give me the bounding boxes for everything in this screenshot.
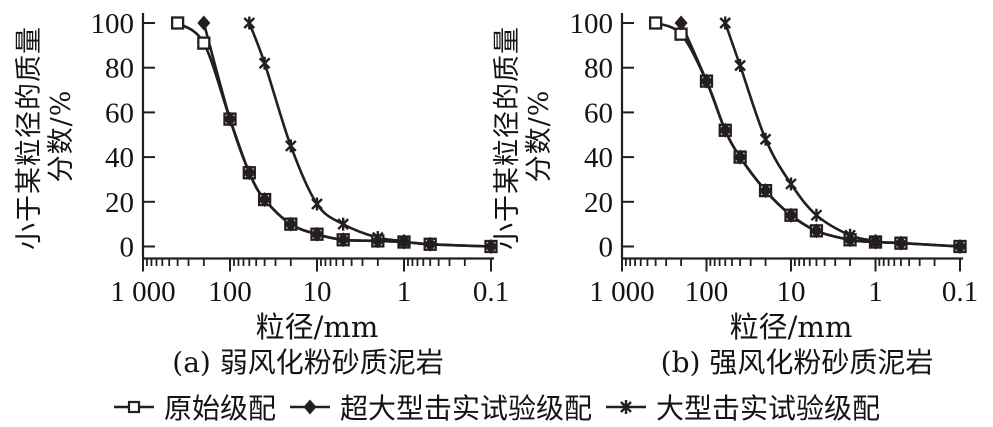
legend-item: 原始级配 bbox=[113, 387, 276, 427]
marker-star bbox=[734, 58, 746, 72]
marker-filled-diamond bbox=[718, 122, 732, 138]
marker-star bbox=[311, 197, 323, 211]
legend-item: 超大型击实试验级配 bbox=[289, 387, 592, 427]
y-axis-label-b-line1: 小于某粒径的质量 bbox=[492, 26, 523, 250]
marker-filled-diamond bbox=[759, 183, 773, 199]
y-tick-label: 0 bbox=[599, 232, 614, 264]
marker-filled-diamond bbox=[894, 235, 908, 251]
legend-marker-filled-diamond-icon bbox=[289, 399, 330, 415]
marker-star bbox=[258, 56, 271, 70]
series-line bbox=[655, 21, 961, 248]
marker-filled-diamond bbox=[674, 15, 688, 31]
x-axis-label-b: 粒径/mm bbox=[729, 310, 853, 344]
legend-item-label: 原始级配 bbox=[163, 392, 276, 425]
y-tick-label: 20 bbox=[584, 187, 613, 219]
marker-filled-diamond bbox=[242, 165, 256, 181]
marker-filled-diamond bbox=[733, 149, 747, 165]
marker-filled-diamond bbox=[197, 15, 211, 31]
series-line bbox=[724, 22, 876, 243]
x-axis-label-a: 粒径/mm bbox=[255, 310, 379, 344]
marker-filled-diamond bbox=[809, 223, 823, 239]
marker-filled-diamond bbox=[310, 226, 324, 242]
legend-item: 大型击实试验级配 bbox=[605, 387, 880, 427]
y-tick-label: 80 bbox=[584, 53, 613, 85]
plot-a: 0 20 40 60 80 100 1 000 100 10 1 0.1 bbox=[91, 8, 510, 308]
caption-b: (b) 强风化粉砂质泥岩 bbox=[660, 346, 934, 379]
plot-b: 0 20 40 60 80 100 1 000 100 10 1 0.1 bbox=[570, 8, 979, 308]
y-tick-label: 80 bbox=[105, 53, 134, 85]
marker-star bbox=[869, 234, 882, 248]
marker-star bbox=[785, 177, 797, 191]
legend: 原始级配 超大型击实试验级配 大型击实试验级配 bbox=[0, 387, 993, 427]
legend-item-label: 大型击实试验级配 bbox=[656, 392, 881, 425]
marker-filled-diamond bbox=[258, 192, 272, 208]
y-axis-label-a-line1: 小于某粒径的质量 bbox=[14, 26, 45, 250]
y-tick-label: 20 bbox=[105, 187, 134, 219]
x-tick-label: 0.1 bbox=[473, 276, 509, 308]
marker-open-square bbox=[197, 36, 211, 50]
legend-item-label: 超大型击实试验级配 bbox=[339, 392, 592, 425]
marker-filled-diamond bbox=[284, 216, 298, 232]
marker-star bbox=[810, 208, 823, 222]
y-tick-label: 40 bbox=[584, 142, 613, 174]
x-tick-label: 100 bbox=[208, 276, 252, 308]
caption-a: (a) 弱风化粉砂质泥岩 bbox=[172, 346, 444, 379]
x-tick-label: 1 bbox=[868, 276, 883, 308]
marker-star bbox=[719, 16, 732, 30]
series-line bbox=[176, 21, 492, 248]
series-line bbox=[202, 22, 492, 248]
x-tick-label: 100 bbox=[685, 276, 729, 308]
marker-star bbox=[243, 16, 256, 30]
legend-marker-open-square-icon bbox=[113, 400, 154, 414]
marker-star bbox=[284, 139, 297, 153]
x-tick-label: 1 bbox=[397, 276, 412, 308]
marker-star bbox=[844, 228, 856, 242]
x-tick-label: 0.1 bbox=[942, 276, 978, 308]
marker-open-square bbox=[170, 16, 185, 30]
y-tick-label: 60 bbox=[105, 97, 134, 129]
marker-filled-diamond bbox=[953, 239, 967, 254]
y-axis-label-a-line2: 分数/% bbox=[46, 89, 77, 183]
marker-star bbox=[371, 231, 384, 245]
x-tick-label: 1 000 bbox=[589, 276, 654, 308]
x-tick-label: 10 bbox=[303, 276, 332, 308]
marker-filled-diamond bbox=[484, 239, 498, 254]
y-tick-label: 40 bbox=[105, 142, 134, 174]
marker-filled-diamond bbox=[336, 232, 350, 248]
x-tick-label: 1 000 bbox=[110, 276, 175, 308]
marker-filled-diamond bbox=[423, 236, 437, 252]
y-tick-label: 100 bbox=[91, 8, 135, 40]
marker-open-square bbox=[648, 16, 663, 30]
marker-star bbox=[398, 234, 410, 248]
legend-marker-star-icon bbox=[606, 400, 646, 414]
y-tick-label: 0 bbox=[120, 232, 135, 264]
marker-star bbox=[337, 217, 350, 231]
marker-filled-diamond bbox=[784, 207, 798, 223]
y-tick-label: 60 bbox=[584, 97, 613, 129]
x-tick-label: 10 bbox=[777, 276, 806, 308]
y-axis-label-b-line2: 分数/% bbox=[524, 89, 555, 183]
y-tick-label: 100 bbox=[570, 8, 614, 40]
marker-filled-diamond bbox=[700, 73, 713, 89]
marker-star bbox=[759, 132, 772, 146]
marker-filled-diamond bbox=[223, 111, 237, 127]
